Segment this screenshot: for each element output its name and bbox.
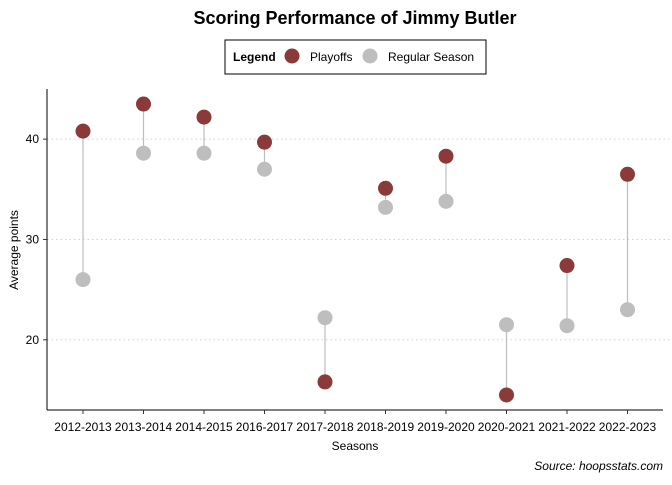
x-tick-label: 2012-2013 — [54, 420, 112, 434]
point-playoffs — [559, 258, 575, 274]
gridlines — [47, 138, 672, 341]
x-tick-label: 2022-2023 — [599, 420, 657, 434]
points — [75, 96, 635, 403]
legend-label-regular-season: Regular Season — [388, 50, 474, 64]
point-playoffs — [438, 148, 454, 164]
x-axis-title: Seasons — [332, 439, 379, 453]
y-tick-label: 30 — [26, 232, 40, 246]
y-tick-label: 20 — [26, 333, 40, 347]
legend-label-playoffs: Playoffs — [310, 50, 352, 64]
legend-key-regular-season — [362, 48, 378, 64]
point-regular-season — [378, 199, 393, 215]
x-tick-label: 2016-2017 — [236, 420, 294, 434]
legend-title: Legend — [233, 50, 276, 64]
point-regular-season — [438, 193, 454, 209]
point-regular-season — [499, 317, 514, 333]
chart-title: Scoring Performance of Jimmy Butler — [193, 8, 516, 28]
x-tick-label: 2018-2019 — [357, 420, 415, 434]
point-regular-season — [559, 318, 575, 334]
x-tick-label: 2019-2020 — [417, 420, 475, 434]
caption: Source: hoopsstats.com — [534, 459, 663, 473]
legend: Legend Playoffs Regular Season — [224, 39, 487, 75]
legend-key-playoffs — [284, 48, 300, 64]
point-playoffs — [257, 134, 272, 150]
point-regular-season — [317, 310, 333, 326]
point-regular-season — [257, 161, 272, 177]
point-regular-season — [620, 302, 635, 318]
y-tick-label: 40 — [26, 132, 40, 146]
x-tick-label: 2020-2021 — [478, 420, 536, 434]
point-playoffs — [317, 374, 333, 390]
point-playoffs — [136, 96, 151, 112]
x-tick-label: 2013-2014 — [115, 420, 173, 434]
y-axis-title: Average points — [7, 210, 21, 290]
point-playoffs — [196, 109, 212, 125]
segments — [82, 104, 629, 395]
legend-box — [224, 39, 487, 75]
point-playoffs — [499, 387, 514, 403]
x-tick-label: 2017-2018 — [296, 420, 354, 434]
point-regular-season — [75, 272, 91, 288]
point-playoffs — [378, 180, 393, 196]
point-regular-season — [136, 145, 151, 161]
x-tick-label: 2021-2022 — [538, 420, 596, 434]
point-regular-season — [196, 145, 212, 161]
axes — [46, 89, 663, 411]
x-tick-label: 2014-2015 — [175, 420, 233, 434]
ticks: 20 30 40 2012-2013 2013-2014 2014-2015 2016-20… — [26, 132, 657, 434]
point-playoffs — [620, 166, 635, 182]
point-playoffs — [75, 123, 91, 139]
